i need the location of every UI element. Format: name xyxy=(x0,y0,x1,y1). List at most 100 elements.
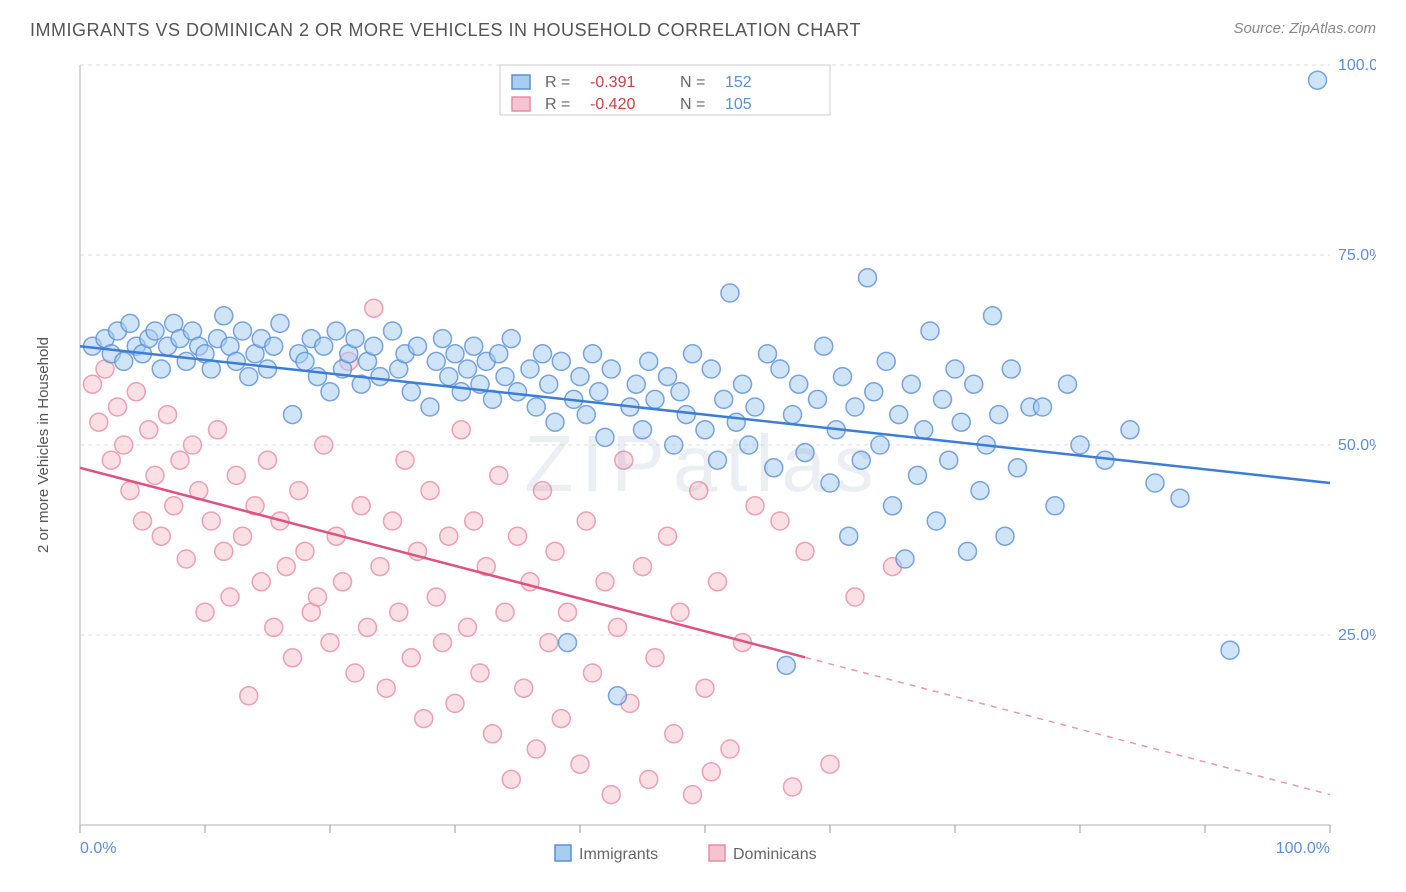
data-point xyxy=(952,413,970,431)
data-point xyxy=(202,512,220,530)
legend-n-value: 105 xyxy=(725,96,752,113)
data-point xyxy=(502,330,520,348)
data-point xyxy=(602,786,620,804)
data-point xyxy=(671,383,689,401)
data-point xyxy=(715,390,733,408)
data-point xyxy=(452,421,470,439)
legend-r-label: R = xyxy=(545,74,570,91)
data-point xyxy=(546,542,564,560)
data-point xyxy=(840,527,858,545)
data-point xyxy=(402,383,420,401)
data-point xyxy=(1171,489,1189,507)
data-point xyxy=(446,345,464,363)
data-point xyxy=(609,687,627,705)
data-point xyxy=(834,368,852,386)
data-point xyxy=(109,398,127,416)
data-point xyxy=(502,770,520,788)
data-point xyxy=(940,451,958,469)
data-point xyxy=(634,558,652,576)
data-point xyxy=(209,421,227,439)
legend-swatch xyxy=(512,97,530,111)
data-point xyxy=(896,550,914,568)
legend-n-label: N = xyxy=(680,74,705,91)
data-point xyxy=(1071,436,1089,454)
data-point xyxy=(884,497,902,515)
data-point xyxy=(809,390,827,408)
data-point xyxy=(490,345,508,363)
data-point xyxy=(227,466,245,484)
data-point xyxy=(684,786,702,804)
data-point xyxy=(684,345,702,363)
data-point xyxy=(915,421,933,439)
data-point xyxy=(296,542,314,560)
legend-r-label: R = xyxy=(545,96,570,113)
data-point xyxy=(459,618,477,636)
data-point xyxy=(1221,641,1239,659)
data-point xyxy=(146,322,164,340)
data-point xyxy=(427,352,445,370)
data-point xyxy=(284,406,302,424)
data-point xyxy=(484,725,502,743)
data-point xyxy=(534,482,552,500)
trend-line-extrapolated xyxy=(805,657,1330,794)
data-point xyxy=(259,360,277,378)
data-point xyxy=(90,413,108,431)
data-point xyxy=(984,307,1002,325)
data-point xyxy=(1009,459,1027,477)
data-point xyxy=(434,330,452,348)
data-point xyxy=(365,299,383,317)
data-point xyxy=(971,482,989,500)
data-point xyxy=(821,755,839,773)
legend-swatch xyxy=(709,845,725,861)
data-point xyxy=(509,383,527,401)
data-point xyxy=(1309,71,1327,89)
data-point xyxy=(571,368,589,386)
data-point xyxy=(690,482,708,500)
data-point xyxy=(352,497,370,515)
data-point xyxy=(371,558,389,576)
data-point xyxy=(377,679,395,697)
data-point xyxy=(740,436,758,454)
data-point xyxy=(234,322,252,340)
data-point xyxy=(471,664,489,682)
data-point xyxy=(965,375,983,393)
data-point xyxy=(865,383,883,401)
data-point xyxy=(421,482,439,500)
data-point xyxy=(115,352,133,370)
data-point xyxy=(184,436,202,454)
data-point xyxy=(146,466,164,484)
data-point xyxy=(321,634,339,652)
data-point xyxy=(315,337,333,355)
data-point xyxy=(734,375,752,393)
data-point xyxy=(534,345,552,363)
data-point xyxy=(221,588,239,606)
data-point xyxy=(796,444,814,462)
data-point xyxy=(852,451,870,469)
data-point xyxy=(934,390,952,408)
data-point xyxy=(234,527,252,545)
data-point xyxy=(346,664,364,682)
data-point xyxy=(665,725,683,743)
data-point xyxy=(327,322,345,340)
data-point xyxy=(309,588,327,606)
data-point xyxy=(284,649,302,667)
scatter-chart: 25.0%50.0%75.0%100.0%0.0%100.0%2 or more… xyxy=(30,55,1376,872)
data-point xyxy=(571,755,589,773)
data-point xyxy=(590,383,608,401)
data-point xyxy=(334,573,352,591)
data-point xyxy=(196,603,214,621)
data-point xyxy=(521,360,539,378)
x-max-label: 100.0% xyxy=(1276,840,1330,857)
legend-r-value: -0.420 xyxy=(590,96,635,113)
data-point xyxy=(415,710,433,728)
data-point xyxy=(527,398,545,416)
data-point xyxy=(702,763,720,781)
data-point xyxy=(384,512,402,530)
data-point xyxy=(846,398,864,416)
data-point xyxy=(496,368,514,386)
data-point xyxy=(771,360,789,378)
data-point xyxy=(396,451,414,469)
data-point xyxy=(459,360,477,378)
data-point xyxy=(440,368,458,386)
data-point xyxy=(921,322,939,340)
